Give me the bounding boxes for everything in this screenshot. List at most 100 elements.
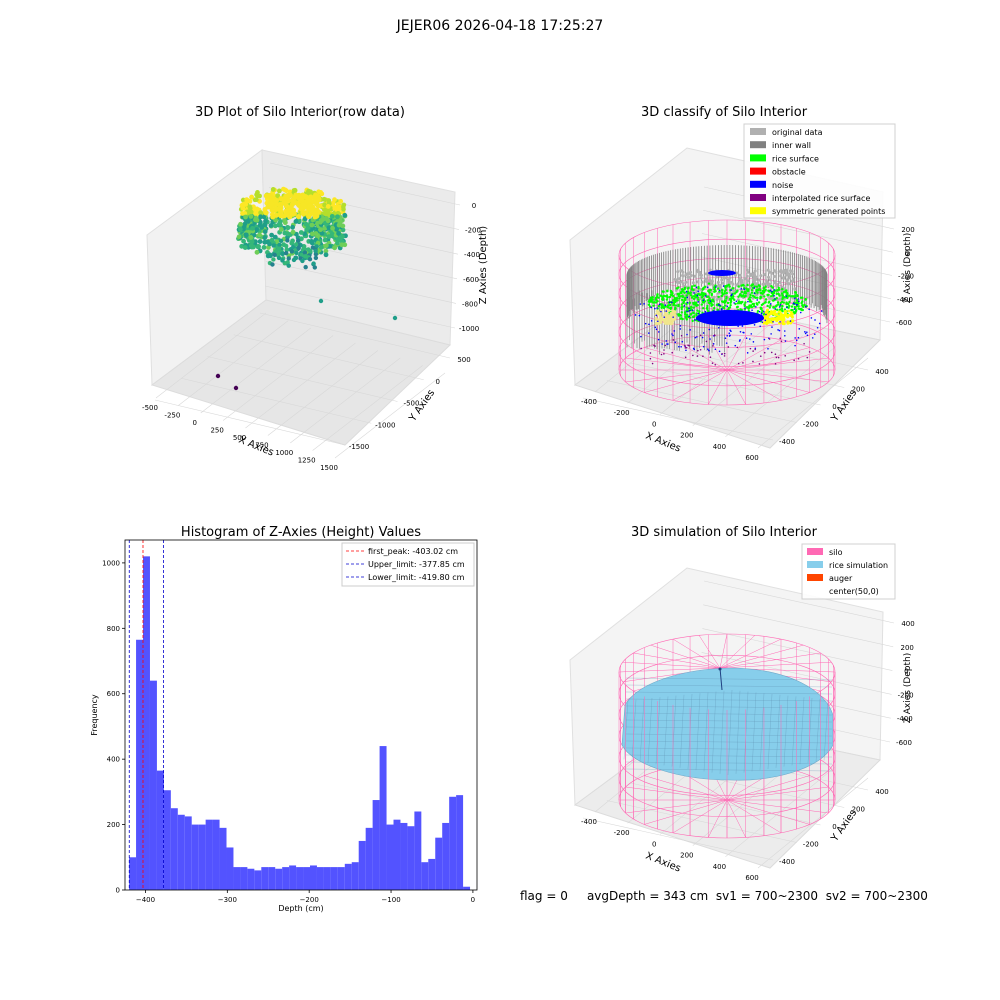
noise-point bbox=[761, 314, 763, 316]
noise-point bbox=[654, 308, 656, 310]
histogram-bar bbox=[282, 867, 289, 890]
rice-surface-point bbox=[745, 287, 747, 289]
histogram-bar bbox=[387, 825, 394, 890]
noise-point bbox=[786, 307, 788, 309]
symmetric-point bbox=[765, 322, 768, 325]
noise-point bbox=[648, 324, 650, 326]
histogram-bar bbox=[178, 815, 185, 890]
rice-surface-point bbox=[739, 293, 741, 295]
rice-surface-point bbox=[690, 306, 692, 308]
interpolated-point bbox=[784, 355, 786, 357]
symmetric-point bbox=[771, 317, 774, 320]
noise-point bbox=[684, 305, 686, 307]
noise-point bbox=[719, 351, 721, 353]
z-tick-label: 400 bbox=[901, 620, 914, 628]
raw-point bbox=[298, 196, 303, 201]
original-point bbox=[739, 274, 742, 277]
rice-surface-point bbox=[671, 294, 673, 296]
original-point bbox=[774, 270, 777, 273]
raw-point bbox=[306, 198, 311, 203]
rice-surface-point bbox=[791, 305, 793, 307]
noise-point bbox=[740, 288, 742, 290]
raw-point bbox=[267, 242, 271, 246]
noise-point bbox=[673, 330, 675, 332]
legend-label: auger bbox=[829, 574, 853, 583]
rice-surface-point bbox=[695, 313, 697, 315]
noise-point bbox=[705, 295, 707, 297]
rice-surface-point bbox=[760, 306, 762, 308]
noise-point bbox=[695, 337, 697, 339]
noise-point bbox=[746, 337, 748, 339]
histogram-bar bbox=[213, 820, 220, 890]
z-tick-label: 200 bbox=[901, 644, 914, 652]
raw-point bbox=[274, 206, 279, 211]
noise-point bbox=[725, 315, 727, 317]
histogram-bar bbox=[261, 867, 268, 890]
rice-surface-point bbox=[712, 300, 714, 302]
rice-surface-point bbox=[801, 300, 803, 302]
noise-point bbox=[790, 320, 792, 322]
x-tick-label: 250 bbox=[210, 427, 223, 435]
legend-swatch bbox=[750, 128, 766, 135]
noise-point bbox=[678, 346, 680, 348]
noise-point bbox=[759, 326, 761, 328]
noise-point bbox=[726, 335, 728, 337]
noise-point bbox=[694, 319, 696, 321]
rice-surface-point bbox=[706, 306, 708, 308]
legend-label: obstacle bbox=[772, 168, 806, 177]
raw-point bbox=[306, 247, 310, 251]
histogram-bar bbox=[303, 867, 310, 890]
raw-point bbox=[243, 245, 248, 250]
rice-surface-point bbox=[683, 288, 685, 290]
noise-point bbox=[763, 311, 765, 313]
panel-classify: 3D classify of Silo Interior -400-200020… bbox=[570, 105, 915, 462]
rice-surface-point bbox=[744, 295, 746, 297]
rice-surface-point bbox=[674, 308, 676, 310]
panel-4-title: 3D simulation of Silo Interior bbox=[631, 525, 818, 540]
rice-surface-point bbox=[692, 312, 694, 314]
x-tick-label: -200 bbox=[614, 409, 630, 417]
x-tick-label: 400 bbox=[713, 443, 726, 451]
legend-swatch bbox=[750, 207, 766, 214]
rice-surface-point bbox=[711, 304, 713, 306]
noise-point bbox=[798, 337, 800, 339]
interpolated-point bbox=[652, 363, 654, 365]
noise-point bbox=[725, 337, 727, 339]
interpolated-point bbox=[737, 347, 739, 349]
noise-point bbox=[811, 317, 813, 319]
raw-point bbox=[308, 257, 312, 261]
y-tick-label: 0 bbox=[436, 378, 440, 386]
z-tick-label: -600 bbox=[896, 739, 912, 747]
noise-point bbox=[687, 297, 689, 299]
noise-cluster bbox=[708, 270, 736, 276]
raw-point bbox=[259, 225, 264, 230]
interpolated-point bbox=[697, 350, 699, 352]
interpolated-point bbox=[776, 357, 778, 359]
original-point bbox=[752, 278, 755, 281]
histogram-bar bbox=[428, 859, 435, 890]
rice-surface-point bbox=[678, 293, 680, 295]
raw-point bbox=[309, 239, 314, 244]
rice-surface-point bbox=[788, 305, 790, 307]
noise-point bbox=[643, 303, 645, 305]
y-tick-label: 400 bbox=[107, 756, 120, 764]
symmetric-point bbox=[656, 310, 659, 313]
rice-surface-point bbox=[727, 302, 729, 304]
symmetric-point bbox=[657, 322, 660, 325]
raw-point bbox=[290, 249, 294, 253]
noise-point bbox=[800, 312, 802, 314]
original-point bbox=[720, 278, 723, 281]
noise-point bbox=[753, 341, 755, 343]
raw-point bbox=[337, 206, 342, 211]
noise-point bbox=[686, 291, 688, 293]
raw-point bbox=[249, 214, 254, 219]
noise-point bbox=[692, 310, 694, 312]
rice-surface-point bbox=[658, 305, 660, 307]
rice-surface-point bbox=[778, 294, 780, 296]
interpolated-point bbox=[793, 360, 795, 362]
raw-point bbox=[330, 226, 335, 231]
rice-surface-point bbox=[752, 303, 754, 305]
original-point bbox=[779, 275, 782, 278]
rice-surface-point bbox=[781, 292, 783, 294]
raw-point bbox=[292, 258, 296, 262]
